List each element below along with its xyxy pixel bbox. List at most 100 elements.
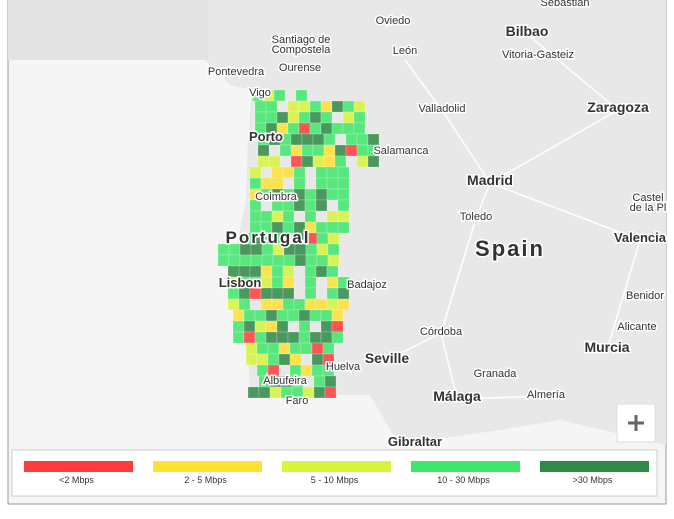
coverage-cell: [271, 276, 284, 289]
coverage-cell: [243, 320, 256, 333]
coverage-cell: [342, 100, 355, 113]
coverage-cell: [293, 166, 306, 179]
place-label: Seville: [365, 350, 410, 366]
coverage-cell: [316, 243, 329, 256]
legend-label: <2 Mbps: [59, 475, 94, 485]
coverage-cell: [315, 265, 328, 278]
coverage-cell: [232, 309, 245, 322]
place-label: Spain: [475, 236, 545, 261]
coverage-cell: [326, 210, 339, 223]
coverage-cell: [331, 100, 344, 113]
coverage-cell: [267, 353, 280, 366]
coverage-cell: [353, 122, 366, 135]
place-label: Sebastian: [541, 0, 590, 9]
coverage-cell: [312, 133, 325, 146]
place-label: León: [393, 45, 417, 57]
place-label: Vitoria-Gasteiz: [502, 49, 574, 61]
coverage-cell: [271, 166, 284, 179]
coverage-cell: [337, 188, 350, 201]
roads: [386, 33, 641, 400]
coverage-cell: [256, 342, 269, 355]
coverage-cell: [293, 177, 306, 190]
place-label: Zaragoza: [587, 99, 649, 115]
coverage-cell: [309, 122, 322, 135]
coverage-cell: [323, 144, 336, 157]
coverage-cell: [301, 133, 314, 146]
coverage-cell: [282, 287, 295, 300]
coverage-cell: [324, 386, 337, 399]
coverage-cell: [278, 353, 291, 366]
legend-label: 2 - 5 Mbps: [184, 475, 227, 485]
coverage-cell: [261, 254, 274, 267]
coverage-cell: [260, 177, 273, 190]
coverage-cell: [300, 342, 313, 355]
legend-swatch: [411, 461, 520, 472]
place-label: Oviedo: [376, 15, 411, 27]
legend-swatch: [540, 461, 649, 472]
coverage-cell: [245, 353, 258, 366]
coverage-cell: [313, 386, 326, 399]
coverage-cell: [320, 320, 333, 333]
coverage-cell: [247, 386, 260, 399]
coverage-cell: [268, 155, 281, 168]
coverage-cell: [257, 155, 270, 168]
coverage-cell: [265, 309, 278, 322]
coverage-cell: [298, 309, 311, 322]
road: [489, 33, 620, 184]
coverage-cell: [304, 287, 317, 300]
place-label: Castel: [632, 192, 663, 204]
coverage-cell: [298, 122, 311, 135]
place-label: Huelva: [326, 361, 361, 373]
coverage-cell: [305, 254, 318, 267]
coverage-cell: [309, 100, 322, 113]
coverage-cell: [260, 276, 273, 289]
coverage-cell: [249, 166, 262, 179]
place-label: Santiago de: [272, 34, 331, 46]
coverage-cell: [331, 331, 344, 344]
coverage-cell: [315, 177, 328, 190]
coverage-cell: [342, 122, 355, 135]
coverage-cell: [254, 309, 267, 322]
coverage-cell: [367, 155, 380, 168]
coverage-cell: [312, 155, 325, 168]
coverage-cell: [301, 155, 314, 168]
coverage-cell: [327, 254, 340, 267]
coverage-cell: [331, 309, 344, 322]
coverage-cell: [228, 254, 241, 267]
coverage-cell: [256, 353, 269, 366]
coverage-cell: [304, 199, 317, 212]
coverage-cell: [239, 254, 252, 267]
coverage-cell: [304, 188, 317, 201]
coverage-cell: [304, 276, 317, 289]
place-label: Murcia: [584, 339, 629, 355]
coverage-cell: [282, 276, 295, 289]
coverage-cell: [337, 298, 350, 311]
coverage-cell: [265, 320, 278, 333]
coverage-cell: [326, 188, 339, 201]
coverage-cell: [267, 342, 280, 355]
coverage-cell: [316, 254, 329, 267]
coverage-cell: [257, 144, 270, 157]
coverage-cell: [272, 254, 285, 267]
coverage-cell: [227, 298, 240, 311]
coverage-cell: [298, 331, 311, 344]
coverage-cell: [298, 100, 311, 113]
coverage-cell: [271, 287, 284, 300]
coverage-cell: [290, 133, 303, 146]
place-label: Porto: [249, 129, 283, 144]
coverage-cell: [311, 353, 324, 366]
coverage-cell: [260, 210, 273, 223]
coverage-cell: [243, 309, 256, 322]
coverage-cell: [326, 166, 339, 179]
coverage-cell: [342, 111, 355, 124]
zoom-button[interactable]: [616, 403, 656, 443]
coverage-cell: [327, 232, 340, 245]
coverage-cell: [294, 254, 307, 267]
coverage-cell: [331, 122, 344, 135]
place-label: Badajoz: [347, 279, 387, 291]
coverage-cell: [276, 320, 289, 333]
coverage-cell: [334, 155, 347, 168]
coverage-cell: [287, 111, 300, 124]
legend-swatch: [153, 461, 262, 472]
